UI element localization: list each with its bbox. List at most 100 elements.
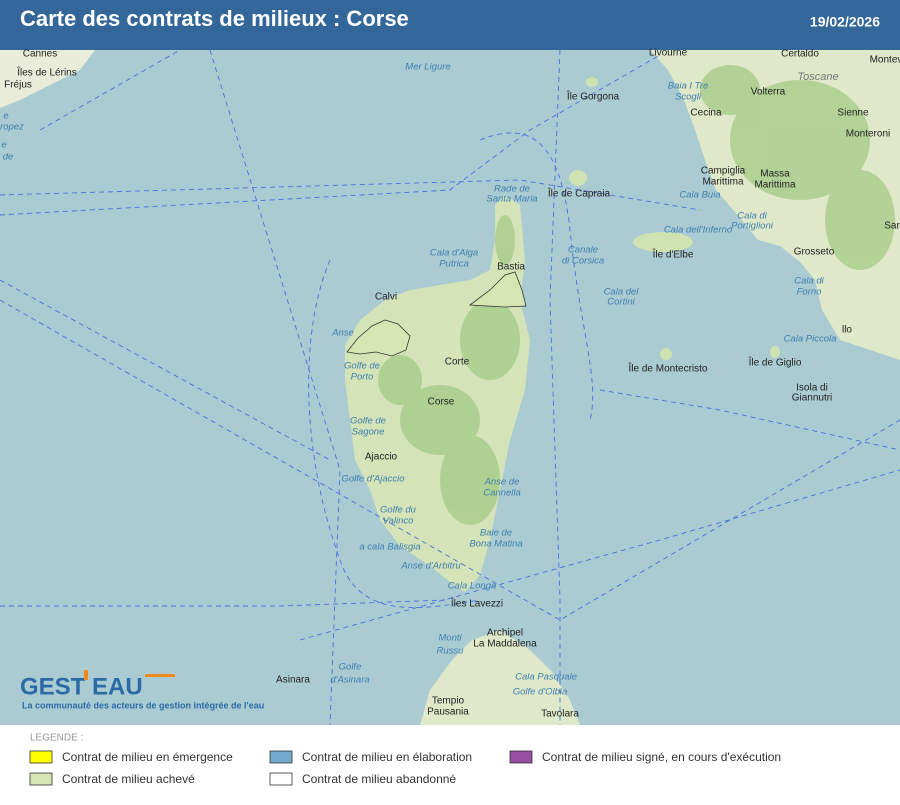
land-sardaigne xyxy=(420,630,580,725)
legend-swatch xyxy=(269,772,293,786)
map-label: Sienne xyxy=(837,108,869,119)
map-label: Cala di xyxy=(737,211,767,222)
map-label: Anse de xyxy=(484,477,520,488)
map-label: Baia I Tre xyxy=(668,81,708,92)
map-label: llo xyxy=(842,325,852,336)
forest xyxy=(378,65,895,525)
map-label: Golfe du xyxy=(380,505,417,516)
map-label: Golfe xyxy=(339,662,362,673)
map-label: Scogli xyxy=(675,92,702,103)
sea-routes xyxy=(0,49,900,726)
map-label: Campiglia xyxy=(701,166,746,177)
map-label: Montev xyxy=(870,55,900,66)
map-label: Cala del xyxy=(604,287,640,298)
map-label: Valinco xyxy=(383,516,414,527)
legend-label: Contrat de milieu signé, en cours d'exéc… xyxy=(542,750,781,764)
map-label: Monti xyxy=(438,633,462,644)
map-label: Rade de xyxy=(494,184,530,195)
map-label: Baie de xyxy=(480,528,512,539)
legend-label: Contrat de milieu en émergence xyxy=(62,750,233,764)
map-label: Corte xyxy=(445,357,470,368)
map-label: Certaldo xyxy=(781,49,819,60)
map-label: Russu xyxy=(437,646,465,657)
map-label: Tavolara xyxy=(541,709,579,720)
map-label: Canale xyxy=(568,245,598,256)
island-giglio xyxy=(770,346,780,358)
map-label: Île de Giglio xyxy=(748,356,802,369)
logo: GEST EAU La communauté des acteurs de ge… xyxy=(20,670,264,710)
map-label: Golfe de xyxy=(350,416,386,427)
legend-label: Contrat de milieu abandonné xyxy=(302,772,456,786)
map-label: Cala di xyxy=(794,276,824,287)
map-label: Portiglioni xyxy=(731,221,774,232)
map-label: Massa xyxy=(760,169,790,180)
legend-swatch xyxy=(269,750,293,764)
map-label: Livourne xyxy=(649,48,688,59)
map-label: Isola di xyxy=(796,383,828,394)
header-title: Carte des contrats de milieux : Corse xyxy=(20,6,409,31)
map-label: Marittima xyxy=(754,180,796,191)
header-bar xyxy=(0,0,900,50)
map-label: Cecina xyxy=(690,108,722,119)
map-label: Grosseto xyxy=(794,247,835,258)
logo-left: GEST xyxy=(20,673,86,700)
map-label: Sagone xyxy=(352,427,385,438)
map-label: Asinara xyxy=(276,675,310,686)
map-label: Sar xyxy=(884,221,900,232)
map-label: Cala dell'Inferno xyxy=(664,225,732,236)
map-label: Cortini xyxy=(607,297,635,308)
map-label: Golfe d'Olbia xyxy=(513,687,568,698)
island-gorgona xyxy=(586,77,598,87)
map-label: Île de Capraia xyxy=(547,187,611,200)
map-label: Cannella xyxy=(483,488,521,499)
map-label: Bona Matina xyxy=(469,539,522,550)
map-label: Volterra xyxy=(751,87,786,98)
map-label: de xyxy=(3,152,14,163)
map-label: Golfe de xyxy=(344,361,380,372)
logo-line xyxy=(145,674,175,677)
legend-label: Contrat de milieu en élaboration xyxy=(302,750,472,764)
map-label: Monteroni xyxy=(846,129,890,140)
logo-right: EAU xyxy=(92,673,143,700)
map-label: e xyxy=(1,140,6,151)
map-label: Cala d'Alga xyxy=(430,248,478,259)
island-capraia xyxy=(569,170,587,186)
map-label: Forno xyxy=(797,287,822,298)
map-label: Fréjus xyxy=(4,80,32,91)
island-montecristo xyxy=(660,348,672,360)
contract-area xyxy=(346,319,411,357)
map-label: Mer Ligure xyxy=(405,62,450,73)
map-label: Giannutri xyxy=(792,393,833,404)
map-label: Île Gorgona xyxy=(566,90,620,103)
map-label: d'Asinara xyxy=(330,675,369,686)
map-label: Archipel xyxy=(487,628,523,639)
map-label: Cala Buia xyxy=(679,190,720,201)
map-label: Île d'Elbe xyxy=(652,248,694,261)
map-label: Golfe d'Ajaccio xyxy=(341,474,404,485)
map-label: Anse d'Arbitru xyxy=(400,561,461,572)
map-label: La Maddalena xyxy=(473,639,537,650)
legend: Contrat de milieu en émergence Contrat de… xyxy=(29,750,781,786)
map-label: di Corsica xyxy=(562,256,604,267)
map-label: ropez xyxy=(0,122,24,133)
map-label: Cala Longa xyxy=(448,581,497,592)
map-label: Îles Lavezzi xyxy=(450,597,503,610)
map-label: e xyxy=(3,111,8,122)
legend-swatch xyxy=(29,750,53,764)
legend-label: Contrat de milieu achevé xyxy=(62,772,195,786)
map-label: Marittima xyxy=(702,177,744,188)
legend-title: LEGENDE : xyxy=(30,733,83,744)
map-label: Îles de Lérins xyxy=(16,66,76,79)
island-elbe xyxy=(633,232,693,252)
map-label: Tempio xyxy=(432,696,465,707)
map-label: Toscane xyxy=(797,71,838,83)
legend-swatch xyxy=(29,772,53,786)
legend-swatch xyxy=(509,750,533,764)
map-label: Bastia xyxy=(497,262,525,273)
map-label: Pausania xyxy=(427,707,469,718)
logo-apostrophe xyxy=(84,670,88,680)
map-label: a cala Balisgia xyxy=(359,542,420,553)
